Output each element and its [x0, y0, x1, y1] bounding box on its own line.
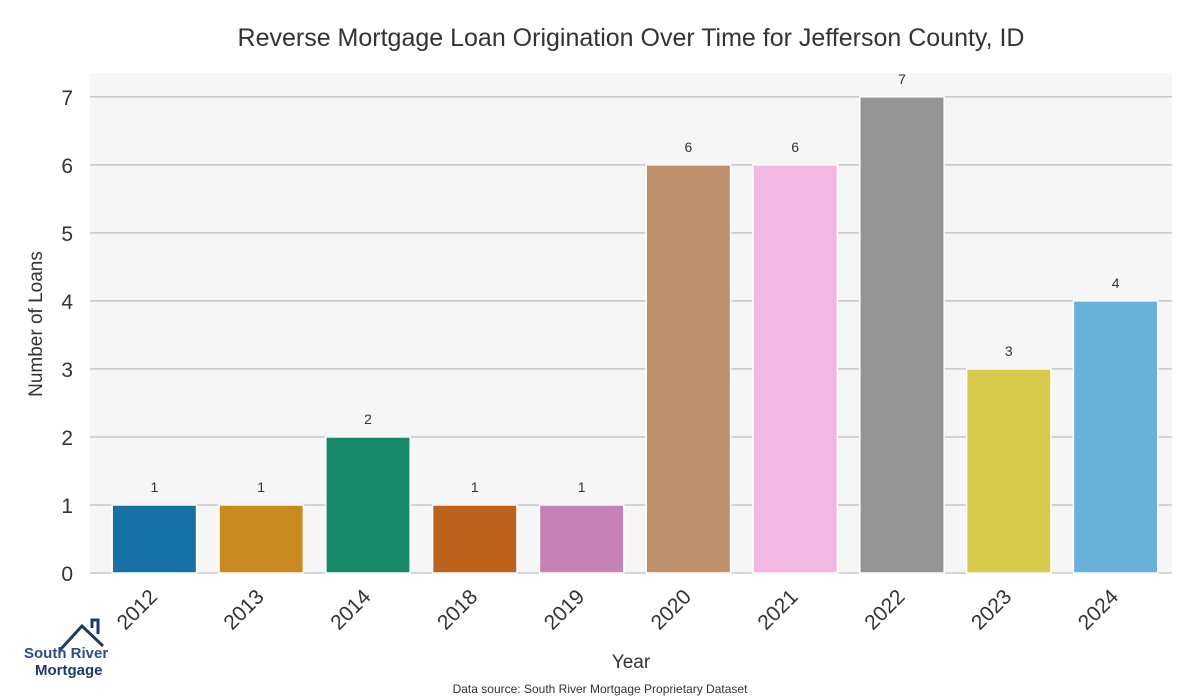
y-tick-label: 3	[61, 359, 73, 382]
bar-2018	[431, 504, 518, 574]
x-axis-label: Year	[612, 652, 651, 673]
bar-2013	[218, 504, 305, 574]
x-axis-ticks: 2012 2013 2014 2018 2019 2020 2021 2022 2023 2024	[113, 585, 1124, 635]
y-tick-label: 7	[61, 87, 73, 110]
data-source-note: Data source: South River Mortgage Propri…	[453, 682, 748, 696]
bar-value-label: 3	[1005, 343, 1013, 359]
y-tick-label: 5	[61, 223, 73, 246]
x-tick-label: 2018	[433, 585, 482, 634]
y-tick-label: 4	[61, 291, 73, 314]
bar-labels: 1 1 2 1 1 6 6 7 3 4	[151, 71, 1120, 495]
bar-value-label: 1	[151, 479, 159, 495]
bar-value-label: 6	[685, 139, 693, 155]
x-tick-label: 2013	[219, 585, 268, 634]
y-tick-label: 6	[61, 155, 73, 178]
bar-value-label: 2	[364, 411, 372, 427]
bar-2021	[752, 164, 839, 574]
logo-line-2: Mortgage	[35, 662, 103, 679]
y-axis-ticks: 0 1 2 3 4 5 6 7	[61, 87, 73, 586]
y-tick-label: 1	[61, 495, 73, 518]
x-tick-label: 2022	[860, 585, 909, 634]
bar-2019	[538, 504, 625, 574]
x-tick-label: 2014	[326, 585, 376, 635]
x-tick-label: 2023	[967, 585, 1016, 634]
y-axis-label: Number of Loans	[26, 251, 47, 397]
bar-value-label: 1	[578, 479, 586, 495]
bar-value-label: 7	[898, 71, 906, 87]
bar-2024	[1072, 300, 1159, 574]
logo-line-1: South River	[24, 645, 108, 662]
x-tick-label: 2020	[647, 585, 696, 634]
bar-2012	[111, 504, 198, 574]
brand-logo: South River Mortgage	[24, 618, 108, 679]
bar-value-label: 1	[257, 479, 265, 495]
bar-2022	[859, 96, 945, 574]
bar-value-label: 1	[471, 479, 479, 495]
bar-value-label: 6	[791, 139, 799, 155]
bar-2023	[965, 368, 1052, 574]
bar-series	[111, 96, 1159, 574]
x-tick-label: 2024	[1074, 585, 1124, 635]
bar-2014	[325, 436, 411, 574]
y-tick-label: 2	[61, 427, 73, 450]
bar-value-label: 4	[1112, 275, 1120, 291]
y-tick-label: 0	[61, 563, 73, 586]
bar-2020	[645, 164, 732, 574]
chart-title: Reverse Mortgage Loan Origination Over T…	[238, 24, 1025, 52]
house-roof-icon	[58, 618, 105, 652]
x-tick-label: 2019	[540, 585, 589, 634]
x-tick-label: 2012	[113, 585, 162, 634]
x-tick-label: 2021	[753, 585, 802, 634]
